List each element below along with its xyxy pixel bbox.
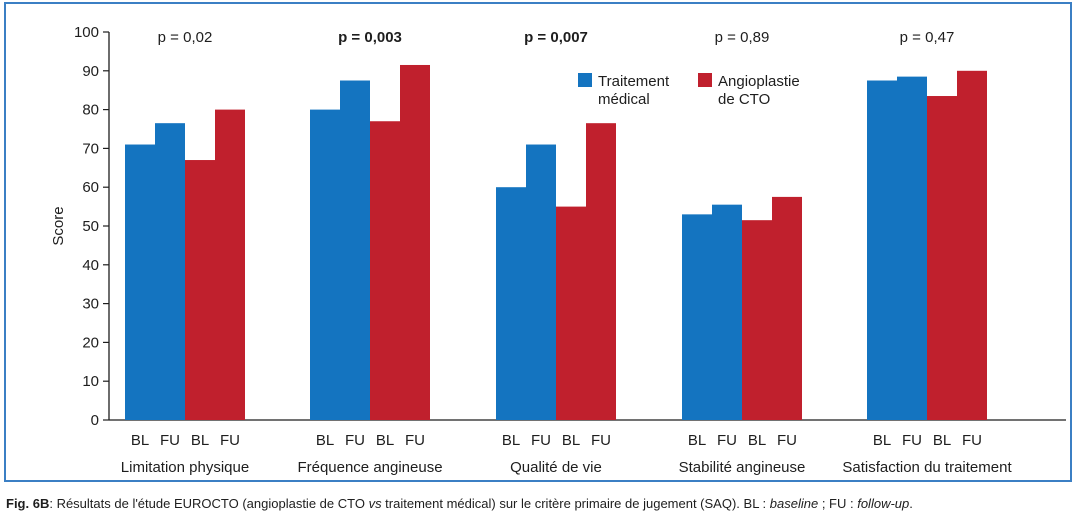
x-sub-label: BL: [562, 432, 580, 449]
category-label: Stabilité angineuse: [679, 459, 806, 476]
x-sub-label: BL: [873, 432, 891, 449]
bar-bl-series1-group2: [310, 109, 340, 420]
x-sub-label: FU: [902, 432, 922, 449]
bar-fu-series1-group1: [155, 123, 185, 421]
legend-entry-label: Traitement: [598, 73, 670, 90]
chart-axes: 0 10 20 30 40 50 60 70 80 90 100 Score: [50, 24, 1066, 429]
y-tick-label: 60: [82, 179, 99, 196]
caption-label: Fig. 6B: [6, 496, 50, 511]
y-tick-label: 30: [82, 296, 99, 313]
bar-bl-series1-group4: [682, 214, 712, 420]
caption-text: : Résultats de l'étude EUROCTO (angiopla…: [49, 496, 369, 511]
bar-bl-series1-group3: [496, 187, 526, 420]
category-label: Satisfaction du traitement: [842, 459, 1012, 476]
y-tick-label: 90: [82, 63, 99, 80]
bar-bl-series2-group4: [742, 220, 772, 420]
x-sub-label: FU: [777, 432, 797, 449]
y-tick-label: 50: [82, 218, 99, 235]
x-sub-label: BL: [688, 432, 706, 449]
y-tick-label: 80: [82, 102, 99, 119]
x-sub-label: FU: [160, 432, 180, 449]
x-sub-label: FU: [717, 432, 737, 449]
x-sub-label: FU: [591, 432, 611, 449]
bar-fu-series2-group2: [400, 64, 430, 421]
bar-fu-series1-group5: [897, 76, 927, 421]
y-tick-label: 10: [82, 373, 99, 390]
caption-text2: traitement médical) sur le critère prima…: [381, 496, 770, 511]
category-label: Fréquence angineuse: [297, 459, 442, 476]
x-sub-label: BL: [316, 432, 334, 449]
bar-fu-series2-group3: [586, 123, 616, 421]
figure-caption: Fig. 6B: Résultats de l'étude EUROCTO (a…: [6, 496, 1072, 511]
x-sub-label: BL: [191, 432, 209, 449]
x-sub-label: FU: [962, 432, 982, 449]
chart-frame: 0 10 20 30 40 50 60 70 80 90 100 Score BL FU BL FU Limi…: [4, 2, 1072, 482]
legend-entry-label: Angioplastie: [718, 73, 800, 90]
bar-bl-series1-group1: [125, 144, 155, 420]
x-sub-label: BL: [502, 432, 520, 449]
chart-bars: [125, 64, 987, 421]
legend-entry-label: médical: [598, 91, 650, 108]
bar-bl-series2-group1: [185, 160, 215, 421]
x-sub-label: BL: [933, 432, 951, 449]
x-sub-label: BL: [376, 432, 394, 449]
caption-text3: ; FU :: [818, 496, 858, 511]
bar-fu-series2-group4: [772, 196, 802, 420]
y-tick-label: 70: [82, 140, 99, 157]
bar-fu-series1-group4: [712, 204, 742, 420]
x-sub-label: BL: [131, 432, 149, 449]
p-value-label: p = 0,02: [158, 29, 213, 46]
y-tick-label: 40: [82, 257, 99, 274]
p-value-label: p = 0,007: [524, 29, 588, 46]
x-sub-label: BL: [748, 432, 766, 449]
caption-baseline: baseline: [769, 496, 819, 511]
caption-followup: follow-up: [857, 496, 910, 511]
category-label: Qualité de vie: [510, 459, 602, 476]
p-value-label: p = 0,003: [338, 29, 402, 46]
legend-swatch: [578, 73, 592, 87]
y-axis-label: Score: [50, 206, 67, 245]
bar-fu-series1-group2: [340, 80, 370, 420]
p-value-label: p = 0,89: [715, 29, 770, 46]
bar-bl-series2-group3: [556, 206, 586, 420]
bar-fu-series1-group3: [526, 144, 556, 420]
y-tick-label: 0: [91, 412, 99, 429]
bar-bl-series2-group5: [927, 96, 957, 421]
bar-fu-series2-group5: [957, 70, 987, 421]
x-sub-label: FU: [405, 432, 425, 449]
bar-bl-series2-group2: [370, 121, 400, 421]
legend-swatch: [698, 73, 712, 87]
caption-vs: vs: [368, 496, 382, 511]
x-sub-label: FU: [345, 432, 365, 449]
p-value-label: p = 0,47: [900, 29, 955, 46]
x-sub-label: FU: [220, 432, 240, 449]
bar-chart: 0 10 20 30 40 50 60 70 80 90 100 Score BL FU BL FU Limi…: [50, 24, 1066, 476]
y-tick-label: 100: [74, 24, 99, 41]
bar-fu-series2-group1: [215, 109, 245, 420]
x-sub-label: FU: [531, 432, 551, 449]
legend-entry-label: de CTO: [718, 91, 770, 108]
caption-text4: .: [909, 496, 913, 511]
y-tick-label: 20: [82, 334, 99, 351]
chart-labels: BL FU BL FU Limitation physique p = 0,02 BL FU B…: [121, 29, 1013, 476]
bar-bl-series1-group5: [867, 80, 897, 420]
category-label: Limitation physique: [121, 459, 249, 476]
